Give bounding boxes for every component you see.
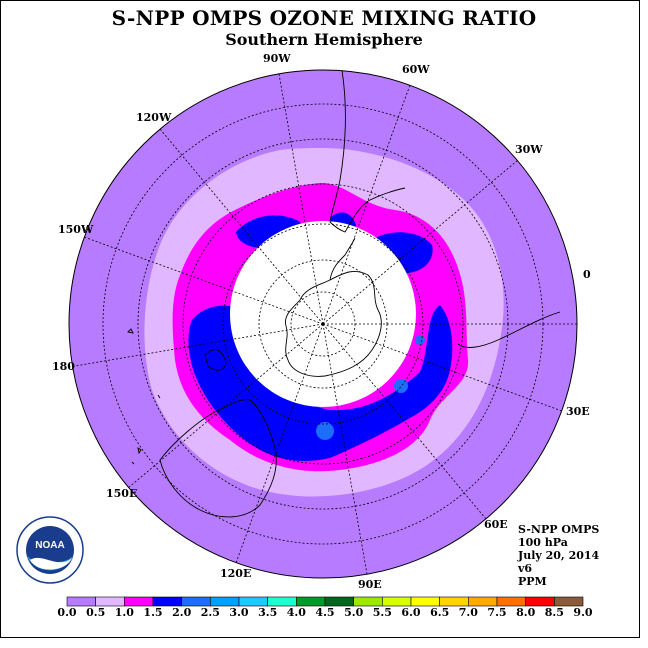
- colorbar-swatch: [124, 596, 154, 607]
- colorbar-tick-label: 6.0: [401, 606, 421, 619]
- lon-label-150w: 150W: [58, 223, 94, 236]
- image-frame: [0, 0, 640, 638]
- lon-label-180: 180: [52, 360, 75, 373]
- colorbar-tick-label: 4.0: [286, 606, 306, 619]
- colorbar-tick-label: 2.0: [172, 606, 192, 619]
- page-subtitle: Southern Hemisphere: [225, 30, 423, 49]
- colorbar-tick-label: 5.0: [344, 606, 364, 619]
- page-title: S-NPP OMPS OZONE MIXING RATIO: [111, 6, 537, 30]
- colorbar-tick-label: 0.5: [86, 606, 106, 619]
- info-version: v6: [518, 562, 533, 575]
- lon-label-30e: 30E: [566, 405, 590, 418]
- colorbar-swatch: [439, 596, 469, 607]
- colorbar-swatch: [554, 596, 584, 607]
- lon-label-90w: 90W: [263, 52, 291, 65]
- info-date: July 20, 2014: [518, 549, 600, 562]
- lon-label-0: 0: [583, 268, 591, 281]
- antarctic-peninsula: [329, 237, 356, 281]
- colorbar-swatch: [152, 596, 182, 607]
- colorbar-swatch: [95, 596, 125, 607]
- colorbar-swatch: [324, 596, 354, 607]
- lon-label-60e: 60E: [484, 518, 508, 531]
- colorbar-swatch: [353, 596, 383, 607]
- info-units: PPM: [518, 575, 547, 588]
- colorbar-swatch: [410, 596, 440, 607]
- colorbar-tick-label: 7.0: [458, 606, 478, 619]
- africa-coast: [457, 311, 561, 348]
- info-block: S-NPP OMPS 100 hPa July 20, 2014 v6 PPM: [518, 523, 599, 588]
- info-level: 100 hPa: [518, 536, 568, 549]
- field-ring-2-0-a: [316, 422, 334, 440]
- antarctica-coast: [285, 270, 382, 377]
- colorbar-tick-label: 2.5: [200, 606, 220, 619]
- south-america-coast: [329, 70, 406, 233]
- colorbar-tick-label: 3.0: [229, 606, 249, 619]
- field-ring-2-0-c: [415, 335, 425, 345]
- colorbar-tick-label: 6.5: [430, 606, 450, 619]
- lon-label-30w: 30W: [515, 143, 543, 156]
- colorbar-tick-label: 3.5: [258, 606, 278, 619]
- colorbar-swatch: [496, 596, 526, 607]
- colorbar-swatch: [468, 596, 498, 607]
- lon-label-60w: 60W: [402, 63, 430, 76]
- lon-label-90e: 90E: [358, 578, 382, 591]
- lon-label-120e: 120E: [220, 567, 252, 580]
- colorbar-tick-label: 8.5: [544, 606, 564, 619]
- colorbar-tick-label: 1.5: [143, 606, 163, 619]
- australia-coast: [159, 399, 277, 518]
- colorbar-tick-label: 8.0: [516, 606, 536, 619]
- lon-label-150e: 150E: [106, 487, 138, 500]
- colorbar-tick-label: 0.0: [57, 606, 77, 619]
- colorbar-swatch: [382, 596, 412, 607]
- colorbar-swatch: [296, 596, 326, 607]
- colorbar-tick-label: 5.5: [372, 606, 392, 619]
- colorbar-tick-label: 1.0: [114, 606, 134, 619]
- colorbar-swatch: [238, 596, 268, 607]
- south-pole-marker: [321, 322, 325, 326]
- colorbar-tick-label: 7.5: [487, 606, 507, 619]
- colorbar-swatch: [525, 596, 555, 607]
- colorbar-tick-label: 4.5: [315, 606, 335, 619]
- colorbar-swatch: [66, 596, 96, 607]
- graticule: [68, 73, 577, 575]
- no-data-cap: [230, 221, 416, 407]
- colorbar-swatch: [181, 596, 211, 607]
- colorbar-tick-label: 9.0: [573, 606, 593, 619]
- coastlines: [127, 70, 561, 518]
- new-zealand-coast: [204, 349, 227, 371]
- pacific-islands: [127, 328, 161, 465]
- field-ring-2-0-b: [394, 379, 408, 393]
- map-border: [68, 69, 578, 579]
- colorbar-swatch: [267, 596, 297, 607]
- info-instrument: S-NPP OMPS: [518, 523, 600, 536]
- colorbar-swatch: [210, 596, 240, 607]
- lon-label-120w: 120W: [136, 111, 172, 124]
